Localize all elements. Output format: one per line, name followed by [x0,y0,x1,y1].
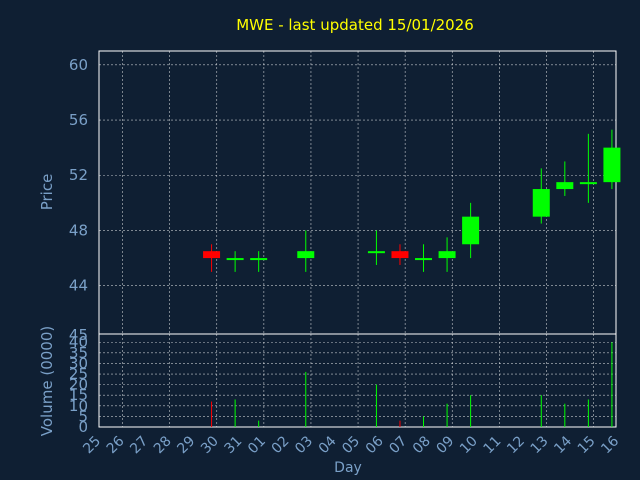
volume-top-label: 45 [69,326,88,344]
price-tick-label: 60 [69,56,88,74]
price-tick-label: 44 [69,277,88,295]
x-ticks: 25 26 27 28 29 30 31 01 02 03 04 05 06 07 08 09 10 11 12 13… [80,433,622,457]
volume-tick-label: 15 [69,386,88,404]
x-axis-label: Day [334,460,362,476]
volume-bars [211,342,613,427]
volume-tick-label: 40 [69,333,88,351]
volume-tick-label: 25 [69,365,88,383]
chart-title: MWE - last updated 15/01/2026 [236,16,474,34]
candles [203,129,621,272]
volume-tick-label: 30 [69,354,88,372]
candle-body [203,251,221,259]
candle-body [438,251,456,259]
volume-tick-label: 5 [78,407,88,425]
candle-body [250,258,268,261]
candle-body [603,147,621,183]
volume-panel-frame [98,333,617,428]
candle-body [391,251,409,259]
candle-body [462,216,480,245]
volume-tick-label: 20 [69,376,88,394]
candle-body [226,258,244,261]
volume-axis-label: Volume (0000) [38,326,56,436]
candle-body [297,251,315,259]
candle-body [579,182,597,185]
price-tick-label: 52 [69,166,88,184]
candle-body [556,182,574,190]
candle-body [532,189,550,217]
volume-tick-label: 35 [69,344,88,362]
candle-body [367,251,385,254]
volume-grid [99,334,616,428]
price-tick-label: 56 [69,111,88,129]
price-axis-label: Price [38,174,56,211]
price-tick-label: 48 [69,221,88,239]
volume-tick-label: 0 [78,418,88,436]
candle-body [415,258,433,261]
price-y-ticks: 44 48 52 56 60 [69,56,88,295]
volume-tick-label: 10 [69,397,88,415]
